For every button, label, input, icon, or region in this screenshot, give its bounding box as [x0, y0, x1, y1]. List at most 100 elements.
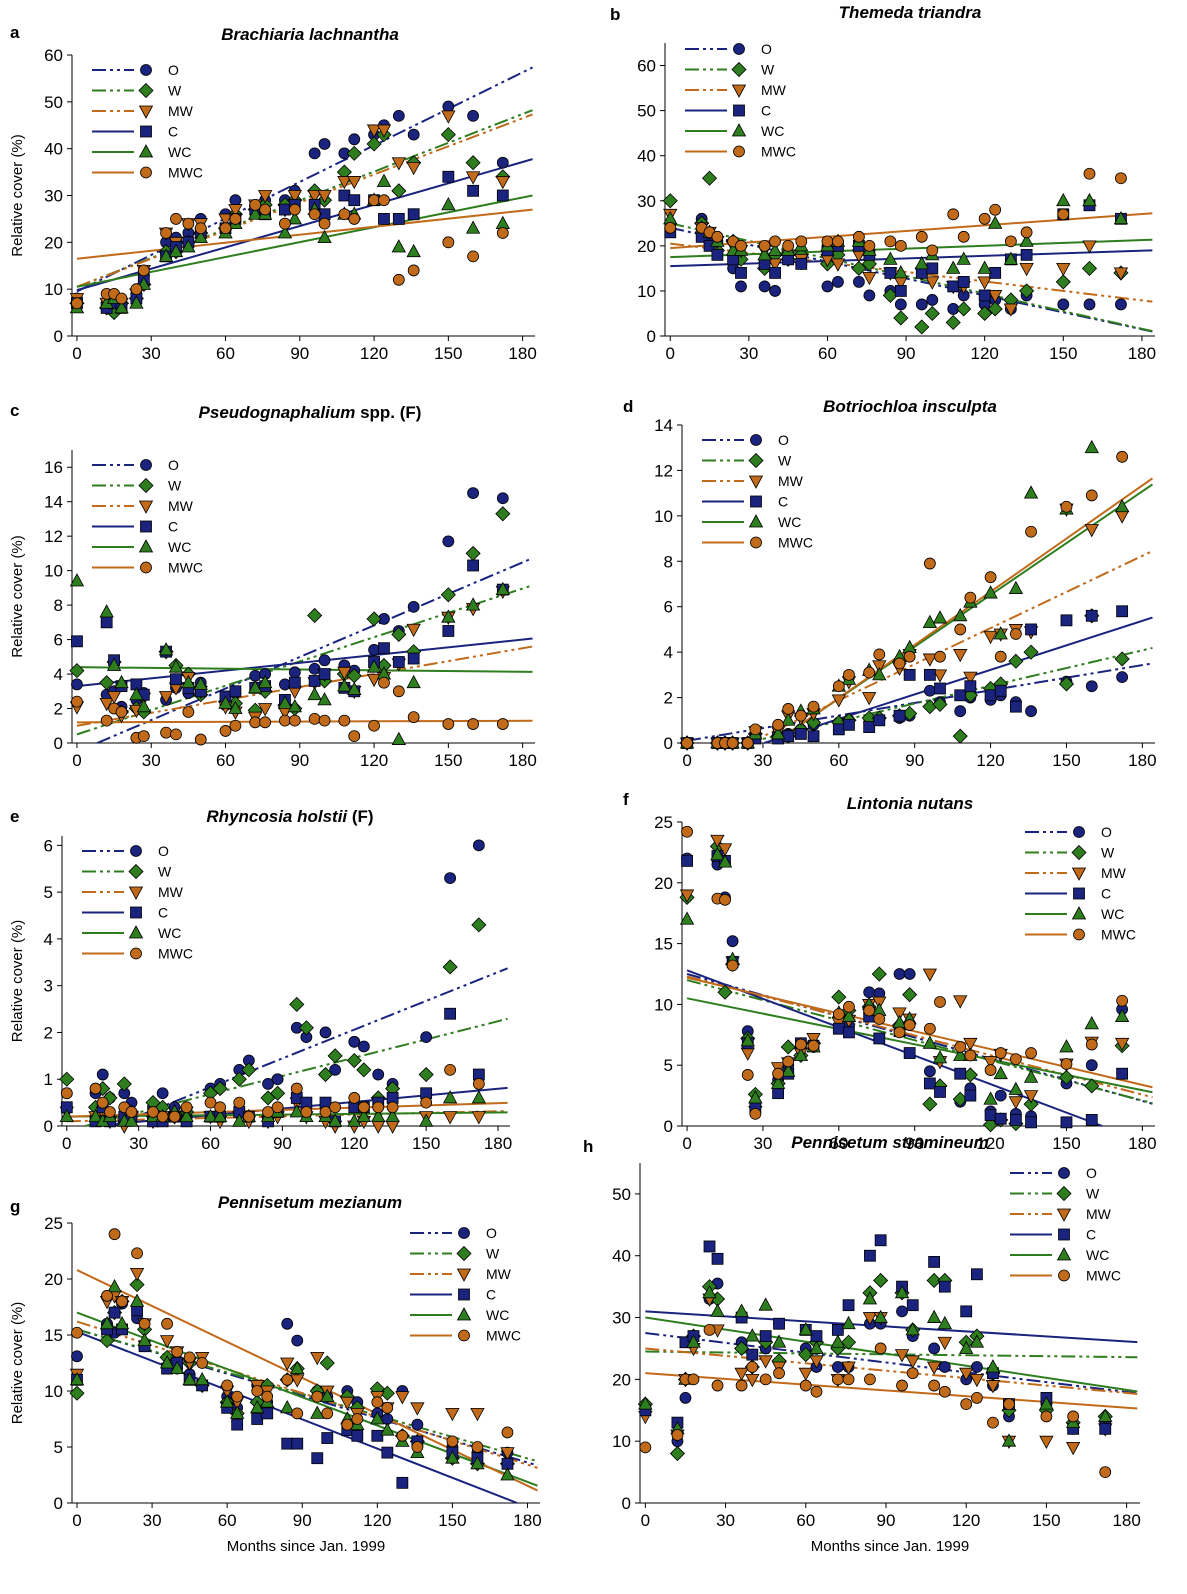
point-WC [495, 215, 510, 230]
point-MWC [229, 213, 242, 225]
point-C [894, 285, 907, 297]
point-MWC [1099, 1466, 1112, 1478]
point-MWC [368, 194, 380, 207]
legend-label-MW: MW [168, 103, 194, 119]
point-WC [1082, 192, 1097, 207]
trend-line-MWC [76, 1269, 538, 1492]
point-MWC [368, 719, 380, 732]
point-MWC [681, 825, 693, 838]
point-C [321, 1432, 334, 1444]
y-tick-label: 30 [44, 187, 63, 206]
point-MWC [1020, 226, 1033, 239]
point-MWC [261, 1390, 274, 1403]
point-W [926, 1272, 942, 1289]
point-W [442, 959, 458, 975]
chart-title: Pseudognaphalium spp. (F) [199, 403, 422, 422]
point-MWC [782, 703, 795, 715]
point-MW [371, 1120, 386, 1134]
point-MWC [735, 1379, 748, 1392]
point-W [356, 1062, 372, 1078]
point-MWC [231, 1390, 244, 1403]
trend-line-WC [645, 1316, 1138, 1393]
point-MW [337, 176, 352, 190]
point-MWC [251, 1385, 264, 1397]
point-C [1025, 1116, 1037, 1129]
point-MWC [147, 1106, 159, 1118]
point-MWC [156, 1110, 169, 1123]
point-WC [137, 1332, 152, 1346]
legend-marker-WC [1056, 1247, 1072, 1261]
point-MW [340, 1396, 355, 1411]
legend-label-MW: MW [1086, 1206, 1112, 1222]
y-tick-label: 15 [44, 1326, 63, 1345]
point-C [442, 625, 455, 637]
legend-marker-O [130, 845, 142, 857]
point-C [954, 1067, 967, 1080]
point-MWC [279, 714, 291, 727]
point-MW [159, 1335, 175, 1349]
point-WC [465, 220, 481, 234]
point-MWC [664, 221, 677, 234]
series-WC [69, 1279, 515, 1481]
point-O [411, 1418, 424, 1431]
point-WC [953, 1047, 968, 1061]
point-C [807, 730, 820, 743]
point-WC [793, 1047, 809, 1061]
point-C [773, 1317, 785, 1330]
trend-line-WC [76, 1311, 538, 1487]
chart-title-species: Rhyncosia holstii [206, 807, 348, 826]
point-MW [830, 258, 846, 272]
x-tick-label: 120 [340, 1134, 368, 1153]
point-C [832, 1022, 845, 1035]
legend-marker-C [140, 520, 152, 533]
point-MW [922, 968, 938, 982]
point-O [1083, 298, 1096, 311]
point-WC [317, 692, 332, 706]
point-C [928, 1256, 941, 1268]
x-tick-label: 30 [129, 1134, 148, 1153]
point-MWC [894, 239, 907, 252]
x-tick-label: 0 [641, 1511, 650, 1530]
point-MW [862, 271, 877, 286]
point-MWC [348, 213, 361, 225]
point-C [378, 642, 390, 655]
point-C [100, 616, 113, 629]
point-WC [69, 573, 85, 587]
point-O [357, 1040, 370, 1053]
point-W [495, 506, 511, 522]
x-tick-label: 60 [218, 1511, 237, 1530]
point-MWC [893, 657, 906, 670]
point-C [831, 1324, 844, 1336]
series-MWC [639, 1324, 1112, 1478]
point-MWC [741, 737, 754, 749]
x-tick-label: 0 [682, 751, 691, 770]
y-tick-label: 8 [54, 596, 63, 615]
trend-line-O [645, 1332, 1138, 1395]
legend-label-W: W [168, 83, 182, 99]
point-MWC [138, 1317, 151, 1330]
legend-label-MWC: MWC [158, 946, 193, 962]
point-MWC [1085, 1038, 1098, 1051]
legend-label-WC: WC [158, 925, 181, 941]
point-C [467, 184, 480, 197]
point-MWC [378, 676, 390, 689]
point-C [311, 1452, 324, 1465]
series-MWC [681, 825, 1129, 1120]
trend-line-C [645, 1310, 1138, 1344]
point-MWC [687, 1373, 700, 1386]
point-MW [395, 1391, 410, 1405]
point-MW [106, 691, 122, 705]
point-WC [932, 1050, 948, 1064]
panel-a: 0 10 20 30 40 50 60 0 30 60 90 120 150 180 a Brachiaria… [9, 23, 537, 363]
legend-label-W: W [761, 62, 775, 78]
point-MWC [407, 264, 420, 277]
point-O [467, 109, 480, 122]
point-W [391, 626, 407, 642]
point-MWC [1116, 450, 1129, 463]
point-WC [418, 1113, 434, 1127]
x-tick-label: 150 [434, 751, 462, 770]
trend-line-O [76, 66, 533, 293]
y-tick-label: 0 [54, 1494, 63, 1513]
point-MWC [137, 264, 150, 277]
point-MWC [351, 1413, 364, 1425]
